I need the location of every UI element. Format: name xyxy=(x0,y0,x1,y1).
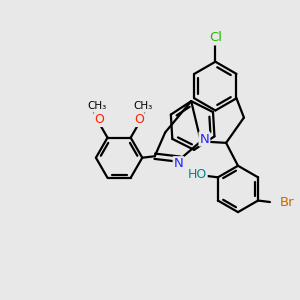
Text: CH₃: CH₃ xyxy=(133,101,152,111)
Text: HO: HO xyxy=(188,168,207,181)
Text: N: N xyxy=(174,157,183,170)
Text: CH₃: CH₃ xyxy=(87,101,106,111)
Text: N: N xyxy=(200,133,209,146)
Text: Cl: Cl xyxy=(209,32,222,44)
Text: O: O xyxy=(94,113,104,126)
Text: Br: Br xyxy=(280,196,294,208)
Text: O: O xyxy=(134,113,144,126)
